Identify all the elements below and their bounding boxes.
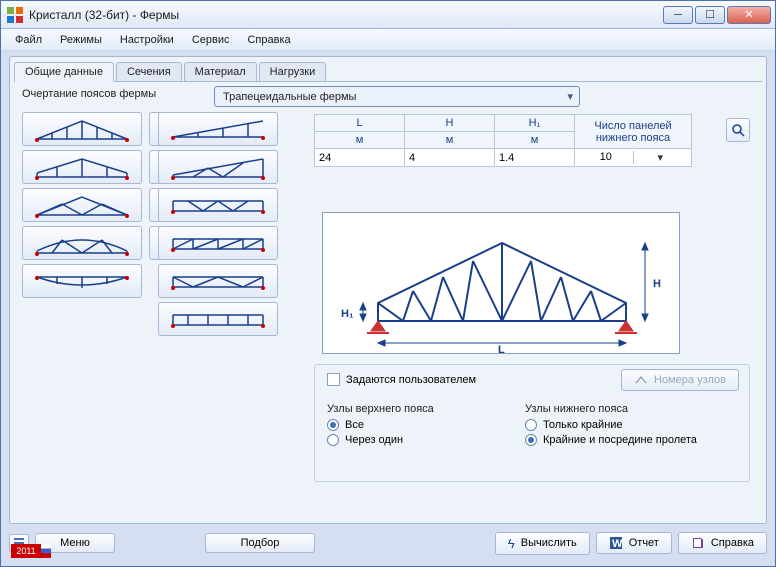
nodes-icon [634, 373, 648, 387]
checkbox-icon [327, 373, 340, 386]
help-button[interactable]: Справка [678, 532, 767, 554]
word-icon: W [609, 536, 623, 550]
top-chord-group: Узлы верхнего пояса Все Через один [327, 403, 434, 449]
tab-strip: Общие данные Сечения Материал Нагрузки [14, 61, 766, 81]
param-header-H: H [405, 115, 495, 132]
diagram-label-H: H [653, 278, 661, 290]
lightning-icon: ϟ [508, 536, 515, 551]
shape-dropdown-value: Трапецеидальные фермы [223, 91, 356, 103]
tab-body: Очертание поясов фермы Трапецеидальные ф… [14, 81, 762, 519]
param-input-panels[interactable]: 10▾ [575, 149, 692, 167]
close-button[interactable]: ✕ [727, 6, 771, 24]
param-input-H1[interactable]: 1.4 [495, 149, 575, 167]
search-icon [731, 123, 745, 137]
param-unit-L: м [315, 132, 405, 149]
window-buttons: ─ ☐ ✕ [663, 6, 771, 24]
titlebar: Кристалл (32-бит) - Фермы ─ ☐ ✕ [1, 1, 775, 29]
shape-label: Очертание поясов фермы [22, 88, 156, 100]
truss-diagram: L H H₁ [322, 212, 680, 354]
minimize-button[interactable]: ─ [663, 6, 693, 24]
bottom-chord-group: Узлы нижнего пояса Только крайние Крайни… [525, 403, 697, 449]
menu-settings[interactable]: Настройки [112, 32, 182, 48]
shape-dropdown[interactable]: Трапецеидальные фермы [214, 86, 580, 107]
calculate-button[interactable]: ϟ Вычислить [495, 532, 590, 555]
app-window: Кристалл (32-бит) - Фермы ─ ☐ ✕ Файл Реж… [0, 0, 776, 567]
maximize-button[interactable]: ☐ [695, 6, 725, 24]
top-radio-all[interactable]: Все [327, 419, 434, 431]
menu-file[interactable]: Файл [7, 32, 50, 48]
truss-shape-1[interactable] [22, 112, 142, 146]
truss-shape-10[interactable] [158, 112, 278, 146]
param-input-H[interactable]: 4 [405, 149, 495, 167]
menu-help[interactable]: Справка [239, 32, 298, 48]
user-defined-label: Задаются пользователем [346, 374, 476, 386]
menu-service[interactable]: Сервис [184, 32, 238, 48]
radio-icon [327, 419, 339, 431]
user-defined-checkbox[interactable]: Задаются пользователем [327, 373, 476, 386]
tab-sections[interactable]: Сечения [116, 62, 182, 82]
podbor-button[interactable]: Подбор [205, 533, 315, 553]
node-numbers-button[interactable]: Номера узлов [621, 369, 739, 391]
bottom-chord-label: Узлы нижнего пояса [525, 403, 697, 415]
bottom-radio-edges[interactable]: Только крайние [525, 419, 697, 431]
top-chord-label: Узлы верхнего пояса [327, 403, 434, 415]
truss-shape-11[interactable] [158, 150, 278, 184]
truss-shape-14[interactable] [158, 264, 278, 298]
diagram-label-L: L [498, 344, 505, 355]
truss-shape-3[interactable] [22, 150, 142, 184]
truss-shape-5[interactable] [22, 188, 142, 222]
param-unit-H1: м [495, 132, 575, 149]
app-icon [7, 7, 23, 23]
tab-material[interactable]: Материал [184, 62, 257, 82]
radio-icon [327, 434, 339, 446]
truss-shape-13[interactable] [158, 226, 278, 260]
tab-loads[interactable]: Нагрузки [259, 62, 327, 82]
svg-text:W: W [612, 538, 623, 550]
param-input-L[interactable]: 24 [315, 149, 405, 167]
diagram-label-H1: H₁ [341, 308, 354, 320]
top-radio-every-other[interactable]: Через один [327, 434, 434, 446]
radio-icon [525, 419, 537, 431]
param-header-H1: H₁ [495, 115, 575, 132]
menubar: Файл Режимы Настройки Сервис Справка [1, 29, 775, 51]
truss-shape-7[interactable] [22, 226, 142, 260]
report-button[interactable]: W Отчет [596, 532, 672, 554]
tab-general[interactable]: Общие данные [14, 62, 114, 82]
book-icon [691, 536, 705, 550]
magnify-button[interactable] [726, 118, 750, 142]
param-unit-H: м [405, 132, 495, 149]
options-frame: Задаются пользователем Номера узлов Узлы… [314, 364, 750, 482]
param-header-panels: Число панелей нижнего пояса [575, 115, 692, 149]
chevron-down-icon[interactable]: ▾ [633, 151, 688, 164]
truss-shape-12[interactable] [158, 188, 278, 222]
param-header-L: L [315, 115, 405, 132]
footer: Меню Подбор ϟ Вычислить W Отчет Справка [9, 526, 767, 560]
truss-shape-15[interactable] [158, 302, 278, 336]
truss-shape-9[interactable] [22, 264, 142, 298]
truss-shape-grid [20, 110, 300, 300]
parameter-table: L H H₁ Число панелей нижнего пояса м м м… [314, 114, 692, 167]
bottom-radio-edges-mid[interactable]: Крайние и посредине пролета [525, 434, 697, 446]
window-title: Кристалл (32-бит) - Фермы [29, 8, 663, 22]
year-badge: 2011 [11, 544, 41, 558]
radio-icon [525, 434, 537, 446]
content-panel: Общие данные Сечения Материал Нагрузки О… [9, 56, 767, 524]
menu-modes[interactable]: Режимы [52, 32, 110, 48]
